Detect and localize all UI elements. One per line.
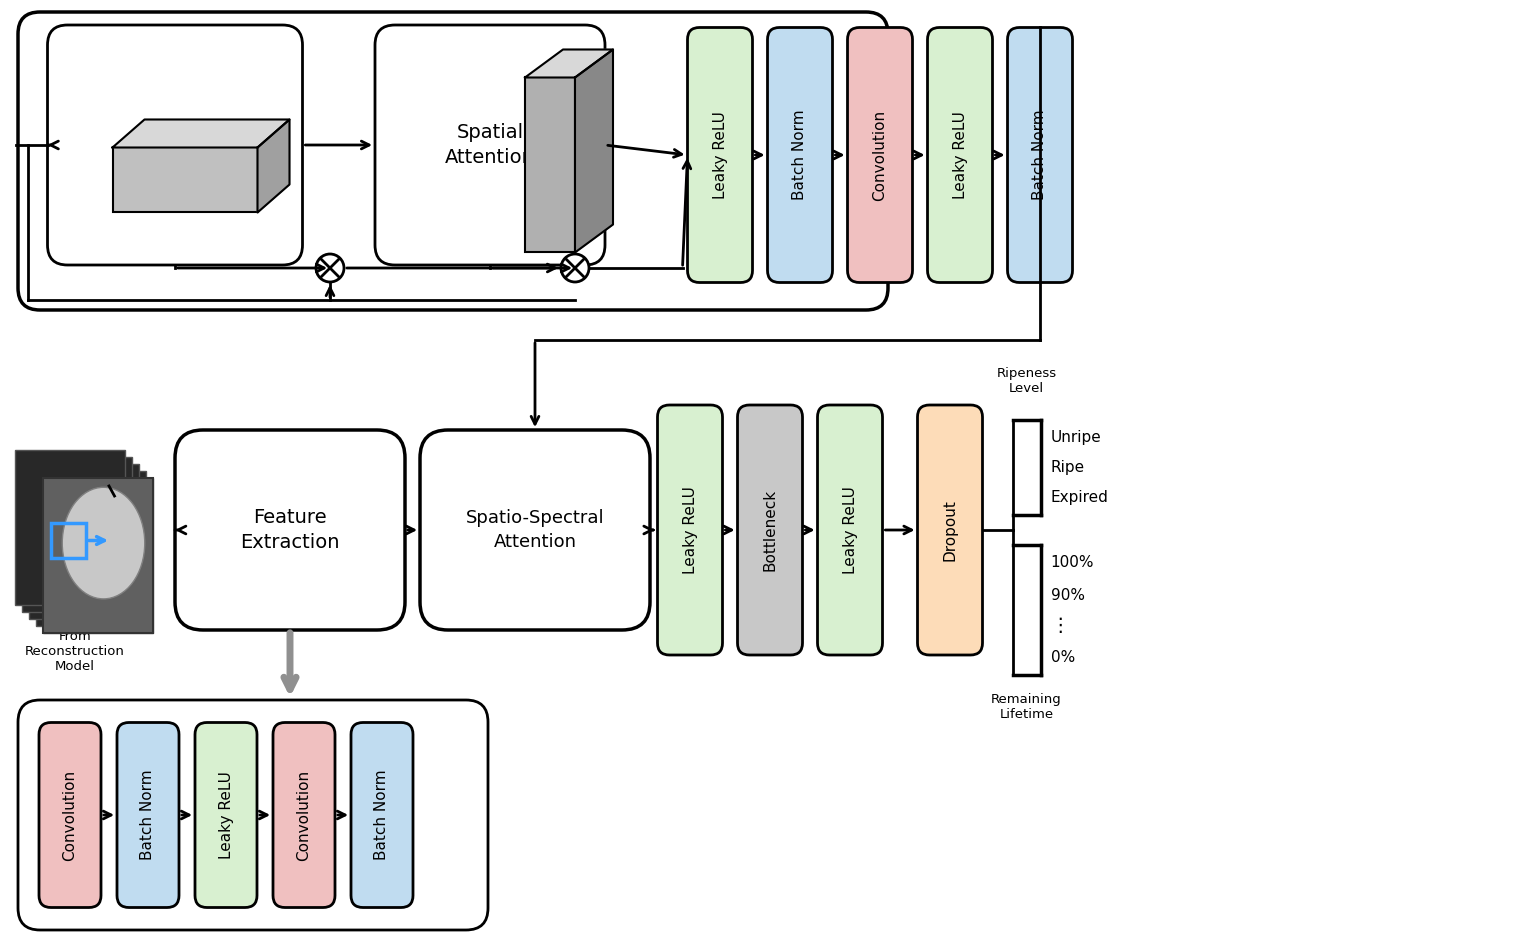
Polygon shape: [574, 49, 613, 253]
FancyBboxPatch shape: [657, 405, 722, 655]
Text: 100%: 100%: [1051, 555, 1094, 570]
Text: Batch Norm: Batch Norm: [1032, 110, 1048, 201]
FancyBboxPatch shape: [817, 405, 883, 655]
Bar: [43, 478, 154, 633]
Bar: [22, 457, 132, 612]
Bar: [15, 450, 124, 605]
FancyBboxPatch shape: [273, 723, 335, 907]
Text: Convolution: Convolution: [872, 110, 888, 201]
FancyBboxPatch shape: [38, 723, 101, 907]
Text: Leaky ReLU: Leaky ReLU: [713, 111, 728, 199]
Text: Batch Norm: Batch Norm: [375, 770, 390, 860]
Bar: [29, 464, 138, 619]
Text: Convolution: Convolution: [296, 769, 312, 861]
FancyBboxPatch shape: [737, 405, 802, 655]
Text: Leaky ReLU: Leaky ReLU: [843, 486, 857, 574]
FancyBboxPatch shape: [848, 27, 912, 283]
Bar: [51, 523, 86, 558]
Text: ⋮: ⋮: [1051, 616, 1071, 635]
Bar: [525, 78, 574, 253]
FancyBboxPatch shape: [688, 27, 753, 283]
Text: Batch Norm: Batch Norm: [793, 110, 808, 201]
FancyBboxPatch shape: [352, 723, 413, 907]
Text: 0%: 0%: [1051, 650, 1075, 665]
Text: Leaky ReLU: Leaky ReLU: [218, 771, 233, 859]
Text: Expired: Expired: [1051, 490, 1109, 505]
Polygon shape: [258, 119, 289, 213]
Ellipse shape: [63, 487, 144, 599]
Bar: [43, 478, 154, 633]
FancyBboxPatch shape: [917, 405, 983, 655]
FancyBboxPatch shape: [928, 27, 992, 283]
FancyBboxPatch shape: [175, 430, 406, 630]
Text: Spectral
Attention: Spectral Attention: [131, 123, 220, 167]
Text: Unripe: Unripe: [1051, 430, 1101, 445]
FancyBboxPatch shape: [768, 27, 833, 283]
Text: Ripeness
Level: Ripeness Level: [997, 367, 1057, 395]
Text: Batch Norm: Batch Norm: [140, 770, 155, 860]
FancyBboxPatch shape: [117, 723, 180, 907]
FancyBboxPatch shape: [48, 25, 303, 265]
Text: Leaky ReLU: Leaky ReLU: [952, 111, 968, 199]
Text: Bottleneck: Bottleneck: [762, 489, 777, 571]
Bar: [35, 471, 146, 626]
Text: Dropout: Dropout: [943, 499, 957, 561]
Text: Ripe: Ripe: [1051, 460, 1084, 475]
Circle shape: [561, 254, 588, 282]
FancyBboxPatch shape: [195, 723, 257, 907]
Polygon shape: [112, 119, 289, 148]
Text: Convolution: Convolution: [63, 769, 77, 861]
Text: 90%: 90%: [1051, 587, 1084, 603]
Text: Spatial
Attention: Spatial Attention: [445, 123, 535, 167]
FancyBboxPatch shape: [18, 12, 888, 310]
Text: Spatio-Spectral
Attention: Spatio-Spectral Attention: [465, 509, 604, 551]
FancyBboxPatch shape: [1008, 27, 1072, 283]
FancyBboxPatch shape: [18, 700, 488, 930]
Polygon shape: [525, 49, 613, 78]
Circle shape: [316, 254, 344, 282]
Text: Remaining
Lifetime: Remaining Lifetime: [991, 693, 1061, 721]
Bar: [112, 148, 258, 213]
FancyBboxPatch shape: [419, 430, 650, 630]
Text: Feature
Extraction: Feature Extraction: [240, 508, 339, 552]
Text: Leaky ReLU: Leaky ReLU: [682, 486, 697, 574]
FancyBboxPatch shape: [375, 25, 605, 265]
Text: From
Reconstruction
Model: From Reconstruction Model: [25, 630, 124, 673]
